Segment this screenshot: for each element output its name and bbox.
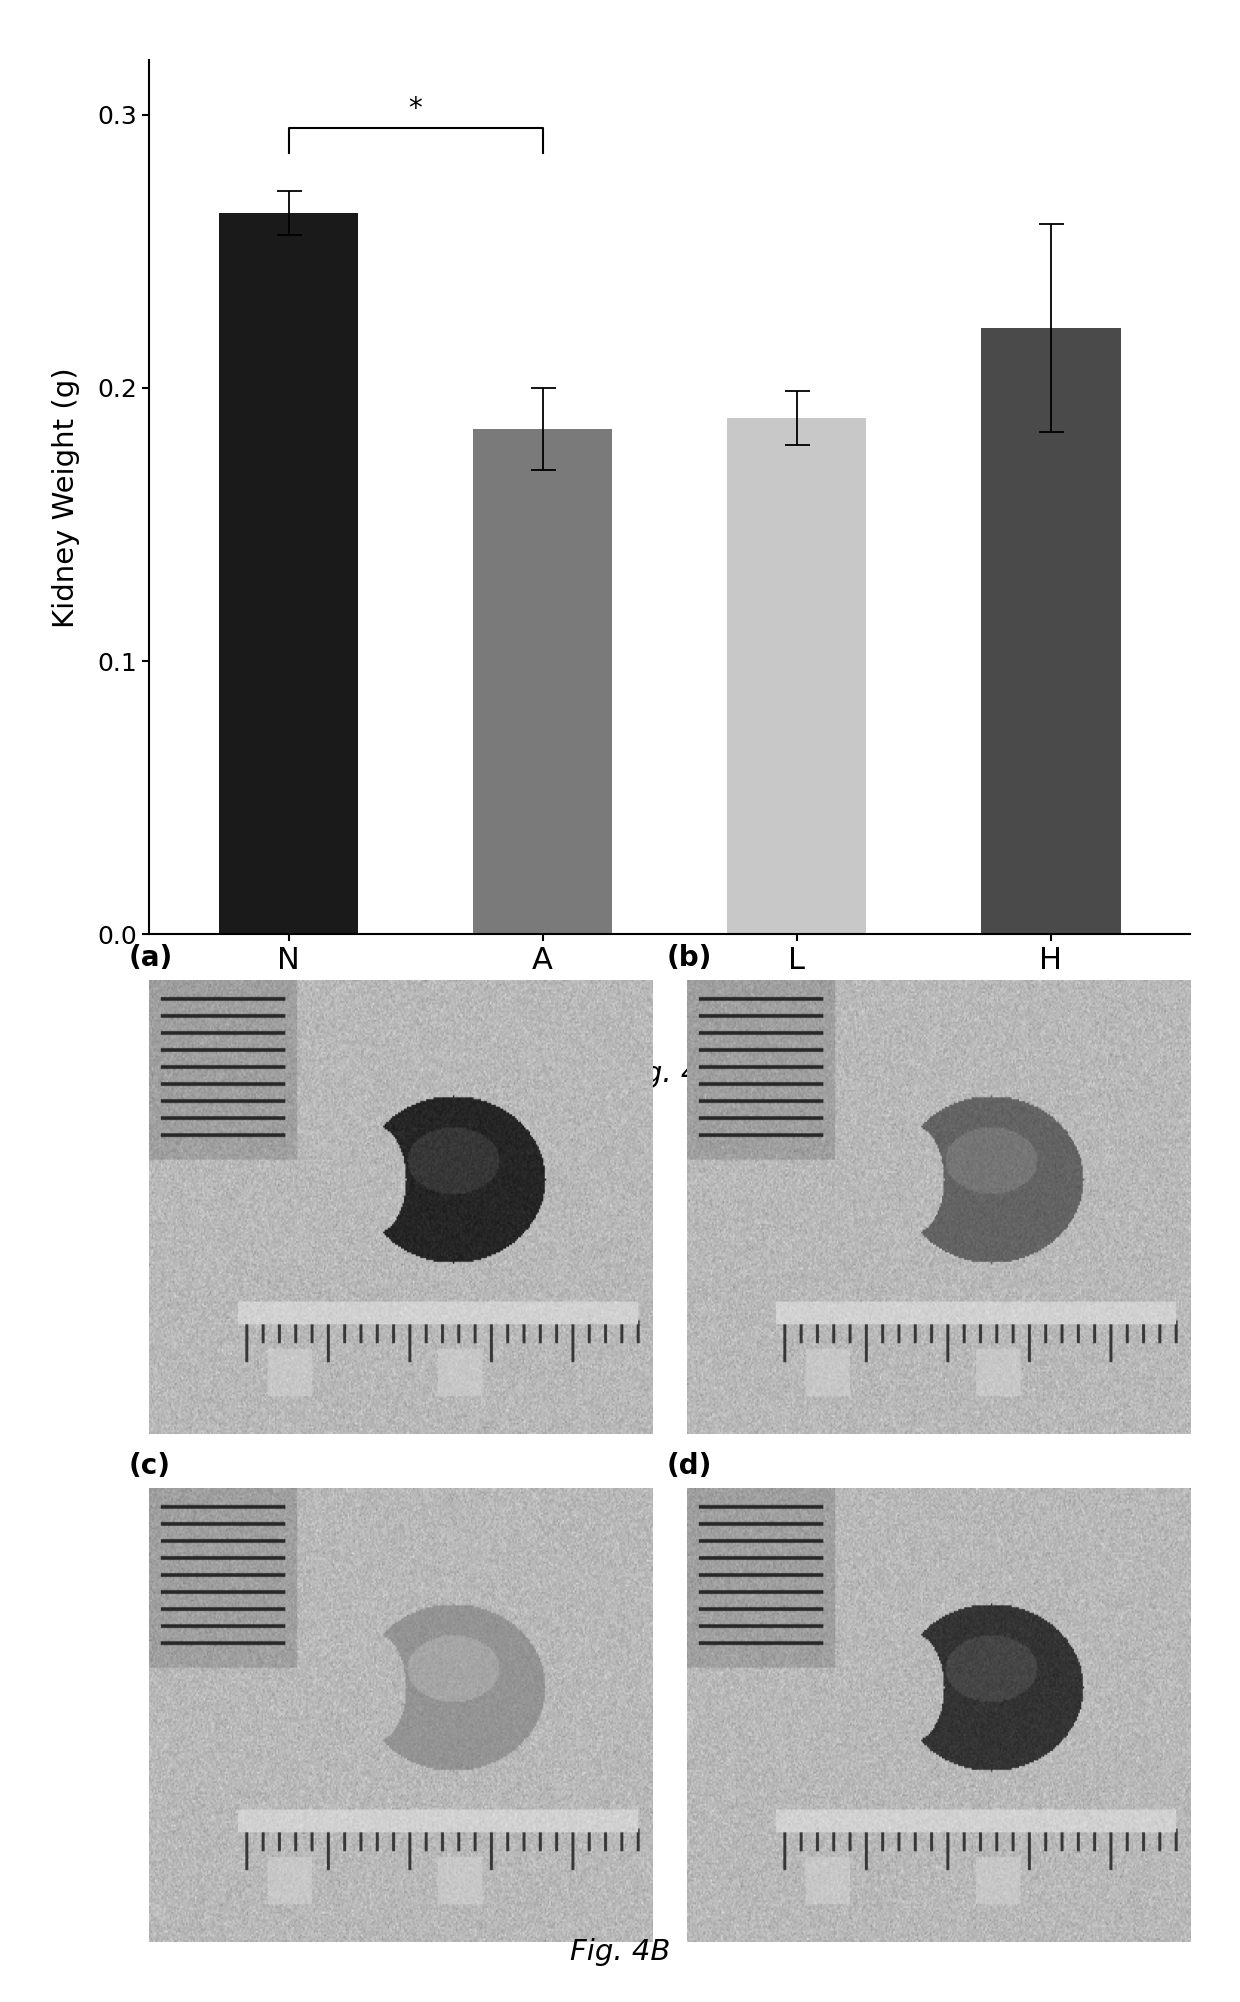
Bar bbox=[472, 428, 613, 935]
Text: Fig. 4A: Fig. 4A bbox=[620, 1061, 719, 1089]
Bar bbox=[981, 328, 1121, 935]
Text: (c): (c) bbox=[129, 1451, 171, 1479]
Bar bbox=[727, 418, 867, 935]
Y-axis label: Kidney Weight (g): Kidney Weight (g) bbox=[52, 366, 81, 627]
Text: Fig. 4B: Fig. 4B bbox=[570, 1938, 670, 1966]
Text: (b): (b) bbox=[667, 945, 713, 971]
Text: (a): (a) bbox=[129, 945, 172, 971]
Bar bbox=[218, 212, 358, 935]
Text: (d): (d) bbox=[667, 1451, 713, 1479]
Text: *: * bbox=[409, 94, 423, 122]
